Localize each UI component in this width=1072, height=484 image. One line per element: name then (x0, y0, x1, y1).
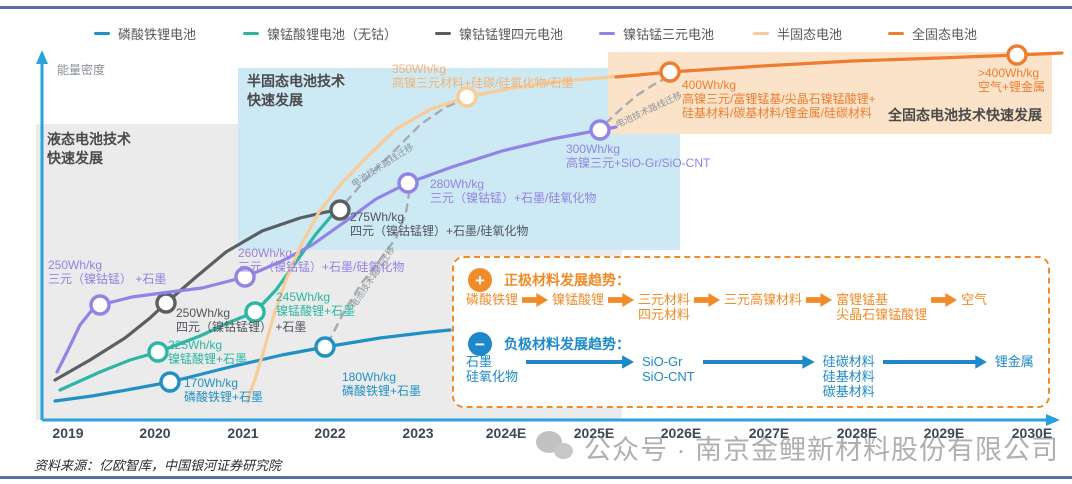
region-label-all-solid: 全固态电池技术快速发展 (888, 107, 1042, 123)
milestone-marker-quad (329, 199, 351, 221)
anode-trend-title: 负极材料发展趋势： (504, 336, 630, 352)
arrow-right-icon (882, 355, 987, 369)
x-tick-2021: 2021 (227, 425, 259, 441)
x-tick-2030E: 2030E (1011, 425, 1053, 441)
point-label: 170Wh/kg 磷酸铁锂+石墨 (184, 376, 264, 404)
milestone-marker-ncm (397, 172, 419, 194)
legend-item: 镍钴锰三元电池 (599, 24, 714, 43)
bottom-divider (0, 476, 1072, 479)
x-tick-2029E: 2029E (923, 425, 965, 441)
legend-label: 半固态电池 (777, 27, 843, 42)
legend-label: 全固态电池 (912, 27, 978, 42)
region-all-solid (608, 52, 1052, 134)
milestone-marker-all_solid (659, 61, 681, 83)
point-label: 400Wh/kg 高镍三元/富锂锰基/尖晶石镍锰酸锂+ 硅基材料/碳基材料/锂金… (682, 78, 876, 120)
arrow-right-icon (702, 355, 815, 369)
anode-trend-row: 石墨 硅氧化物 SiO-Gr SiO-CNT 硅碳材料 硅基材料 碳基材料 锂金属 (466, 354, 1044, 399)
legend-item: 半固态电池 (753, 24, 842, 43)
migration-arrow (326, 191, 411, 345)
trend-material: 锂金属 (994, 354, 1034, 369)
legend-item: 镍钴锰锂四元电池 (435, 24, 563, 43)
legend-swatch (243, 32, 259, 35)
milestone-marker-ncm (589, 119, 611, 141)
trend-material: 空气 (961, 292, 988, 307)
legend-label: 镍锰酸锂电池（无钴） (267, 27, 398, 42)
top-divider (0, 6, 1072, 9)
legend-item: 镍锰酸锂电池（无钴） (243, 24, 397, 43)
legend-swatch (888, 32, 904, 35)
trend-material: 富锂锰基 尖晶石镍锰酸锂 (836, 292, 928, 322)
y-axis-label: 能量密度 (57, 63, 106, 77)
source-note: 资料来源：亿欧智库，中国银河证券研究院 (34, 458, 282, 473)
trend-material: 硅碳材料 硅基材料 碳基材料 (822, 354, 875, 399)
milestone-marker-lnmo (147, 341, 169, 363)
milestone-marker-quad (155, 292, 177, 314)
legend-swatch (94, 32, 110, 35)
x-tick-2024E: 2024E (485, 425, 527, 441)
legend-item: 全固态电池 (888, 24, 977, 43)
milestone-marker-lfp (314, 336, 336, 358)
milestone-marker-semi_solid (456, 86, 478, 108)
x-tick-2026E: 2026E (660, 425, 702, 441)
series-line-lnmo (58, 204, 346, 392)
arrow-right-icon (931, 292, 958, 308)
plus-icon: + (468, 268, 492, 292)
point-label: 250Wh/kg 四元（镍钴锰锂） +石墨 (176, 306, 307, 334)
x-tick-2019: 2019 (52, 425, 84, 441)
point-label: 350Wh/kg 高镍三元材料+硅碳/硅氧化物/石墨 (392, 62, 574, 90)
arrow-right-icon (608, 292, 635, 308)
point-label: 300Wh/kg 高镍三元+SiO-Gr/SiO-CNT (566, 142, 711, 170)
milestone-marker-lnmo (244, 301, 266, 323)
x-tick-2027E: 2027E (748, 425, 790, 441)
point-label: 245Wh/kg 镍锰酸锂+石墨 (276, 290, 356, 318)
legend-swatch (599, 32, 615, 35)
region-label-semi-solid: 半固态电池技术 快速发展 (247, 73, 345, 108)
trend-material: 镍锰酸锂 (552, 292, 605, 307)
point-label: 180Wh/kg 磷酸铁锂+石墨 (342, 370, 422, 398)
trend-material: 磷酸铁锂 (466, 292, 519, 307)
arrow-right-icon (694, 292, 721, 308)
legend-label: 镍钴锰锂四元电池 (459, 27, 564, 42)
arrow-right-icon (522, 292, 549, 308)
trend-material: SiO-Gr SiO-CNT (642, 354, 695, 384)
arrow-right-icon (806, 292, 833, 308)
migration-arrow (344, 99, 463, 204)
milestone-marker-lfp (159, 371, 181, 393)
legend-swatch (753, 32, 769, 35)
legend-label: 磷酸铁锂电池 (118, 27, 197, 42)
series-line-quad (53, 208, 342, 382)
point-label: 250Wh/kg 三元（镍钴锰） +石墨 (48, 258, 167, 286)
trend-material: 三元高镍材料 (724, 292, 803, 307)
x-tick-2020: 2020 (139, 425, 171, 441)
milestone-marker-ncm (234, 266, 256, 288)
material-trend-panel: + 正极材料发展趋势： 磷酸铁锂 镍锰酸锂 三元材料 四元材料 三元高镍材料 富锂锰基 … (452, 256, 1050, 408)
milestone-marker-all_solid (1006, 44, 1028, 66)
trend-material: 石墨 硅氧化物 (466, 354, 519, 384)
minus-icon: − (468, 332, 492, 356)
x-tick-2022: 2022 (314, 425, 346, 441)
point-label: 260Wh/kg 三元（镍钴锰）+石墨/硅氧化物 (238, 246, 405, 274)
point-label: 275Wh/kg 四元（镍钴锰锂）+石墨/硅氧化物 (350, 210, 529, 238)
series-line-lfp (53, 328, 452, 403)
legend-label: 镍钴锰三元电池 (623, 27, 715, 42)
milestone-marker-ncm (89, 294, 111, 316)
x-tick-2028E: 2028E (836, 425, 878, 441)
point-label: 280Wh/kg 三元（镍钴锰）+石墨/硅氧化物 (430, 177, 597, 205)
legend-item: 磷酸铁锂电池 (94, 24, 196, 43)
cathode-trend-row: 磷酸铁锂 镍锰酸锂 三元材料 四元材料 三元高镍材料 富锂锰基 尖晶石镍锰酸锂 空气 (466, 292, 1044, 322)
trend-material: 三元材料 四元材料 (638, 292, 691, 322)
region-label-liquid: 液态电池技术 快速发展 (47, 131, 131, 166)
legend-swatch (435, 32, 451, 35)
x-tick-2025E: 2025E (573, 425, 615, 441)
cathode-trend-title: 正极材料发展趋势： (504, 272, 630, 288)
point-label: 225Wh/kg 镍锰酸锂+石墨 (168, 338, 248, 366)
point-label: >400Wh/kg 空气+锂金属 (978, 66, 1046, 94)
migration-arrow (604, 77, 666, 125)
x-tick-2023: 2023 (402, 425, 434, 441)
series-line-semi_solid (245, 73, 644, 404)
arrow-right-icon (526, 355, 635, 369)
